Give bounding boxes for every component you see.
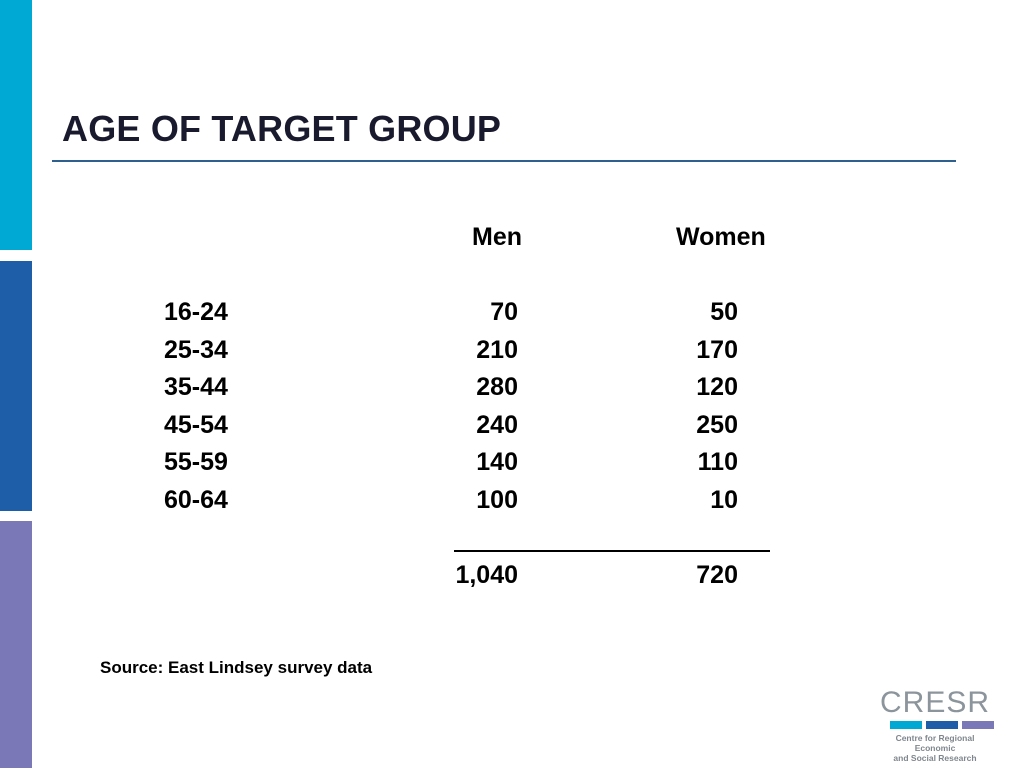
women-value: 110 <box>697 448 738 476</box>
sidebar-bar-purple <box>0 521 32 768</box>
row-label: 25-34 <box>164 336 228 364</box>
logo-subtitle: Centre for Regional Economic and Social … <box>876 733 994 763</box>
women-value: 170 <box>696 336 738 364</box>
men-value: 280 <box>476 373 518 401</box>
men-value: 240 <box>476 411 518 439</box>
men-value: 100 <box>476 486 518 514</box>
logo-bar-cyan <box>890 721 922 729</box>
men-value: 210 <box>476 336 518 364</box>
logo-subtitle-line2: and Social Research <box>893 753 977 763</box>
women-value: 10 <box>710 486 738 514</box>
source-note: Source: East Lindsey survey data <box>100 658 373 677</box>
total-men: 1,040 <box>455 561 518 589</box>
logo-bar-purple <box>962 721 994 729</box>
row-label: 55-59 <box>164 448 228 476</box>
title-underline <box>52 160 956 162</box>
row-label: 45-54 <box>164 411 228 439</box>
total-divider <box>454 550 770 552</box>
total-women: 720 <box>696 561 738 589</box>
sidebar-bar-blue <box>0 261 32 511</box>
women-value: 50 <box>710 298 738 326</box>
logo-subtitle-line1: Centre for Regional Economic <box>895 733 975 753</box>
men-value: 70 <box>490 298 518 326</box>
logo-bar-blue <box>926 721 958 729</box>
slide-title: AGE OF TARGET GROUP <box>62 108 502 149</box>
row-label: 35-44 <box>164 373 228 401</box>
men-value: 140 <box>476 448 518 476</box>
logo-color-bars <box>890 721 996 729</box>
logo-wordmark: CRESR <box>879 686 990 719</box>
column-header-men: Men <box>472 223 522 251</box>
row-label: 60-64 <box>164 486 228 514</box>
sidebar-bar-cyan <box>0 0 32 250</box>
women-value: 120 <box>696 373 738 401</box>
row-label: 16-24 <box>164 298 228 326</box>
column-header-women: Women <box>676 223 766 251</box>
cresr-logo: CRESR Centre for Regional Economic and S… <box>876 686 994 763</box>
women-value: 250 <box>696 411 738 439</box>
